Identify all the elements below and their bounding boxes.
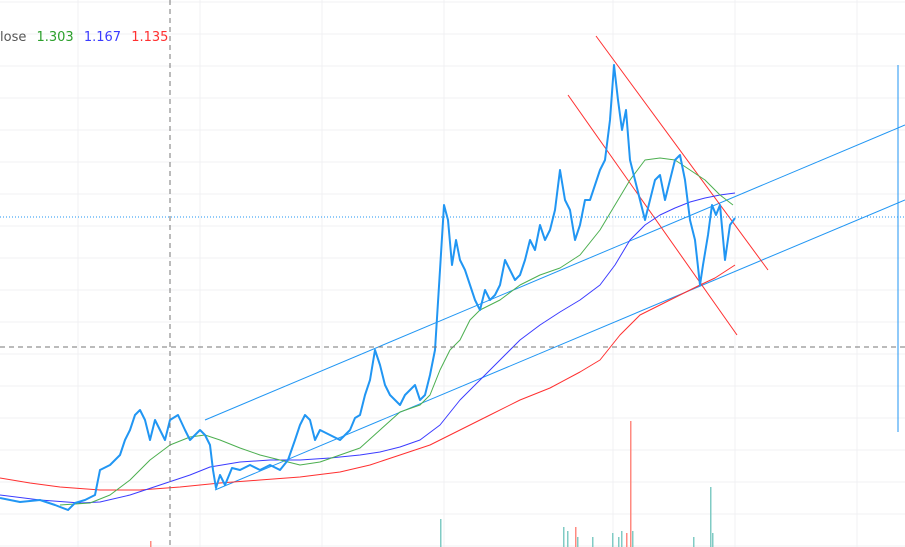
legend-label: lose: [0, 30, 27, 45]
legend-value-ma-blue: 1.167: [83, 30, 122, 45]
series-lines: [0, 64, 736, 511]
trendline[interactable]: [204, 124, 905, 421]
volume-bar: [563, 527, 565, 547]
series-close: [0, 64, 736, 511]
volume-bar: [567, 531, 569, 547]
trendline[interactable]: [214, 199, 905, 491]
volume-bars: [150, 421, 714, 547]
volume-bar: [440, 519, 442, 547]
volume-bar: [712, 533, 714, 547]
volume-bar: [632, 531, 634, 547]
trendline[interactable]: [567, 94, 738, 336]
volume-bar: [150, 541, 152, 547]
volume-bar: [618, 537, 620, 547]
volume-bar: [710, 487, 712, 547]
series-ma-red: [0, 264, 736, 491]
volume-bar: [621, 531, 623, 547]
series-ma-green: [59, 157, 734, 506]
volume-bar: [575, 527, 577, 547]
legend: lose 1.303 1.167 1.135: [0, 30, 174, 45]
legend-value-ma-red: 1.135: [131, 30, 169, 45]
volume-bar: [630, 421, 632, 547]
volume-bar: [592, 537, 594, 547]
volume-bar: [693, 537, 695, 547]
volume-bar: [577, 537, 579, 547]
volume-bar: [612, 533, 614, 547]
legend-value-ma-green: 1.303: [36, 30, 74, 45]
series-ma-blue: [0, 192, 736, 504]
trendline[interactable]: [595, 35, 769, 271]
trendlines[interactable]: [0, 35, 905, 491]
volume-bar: [626, 533, 628, 547]
